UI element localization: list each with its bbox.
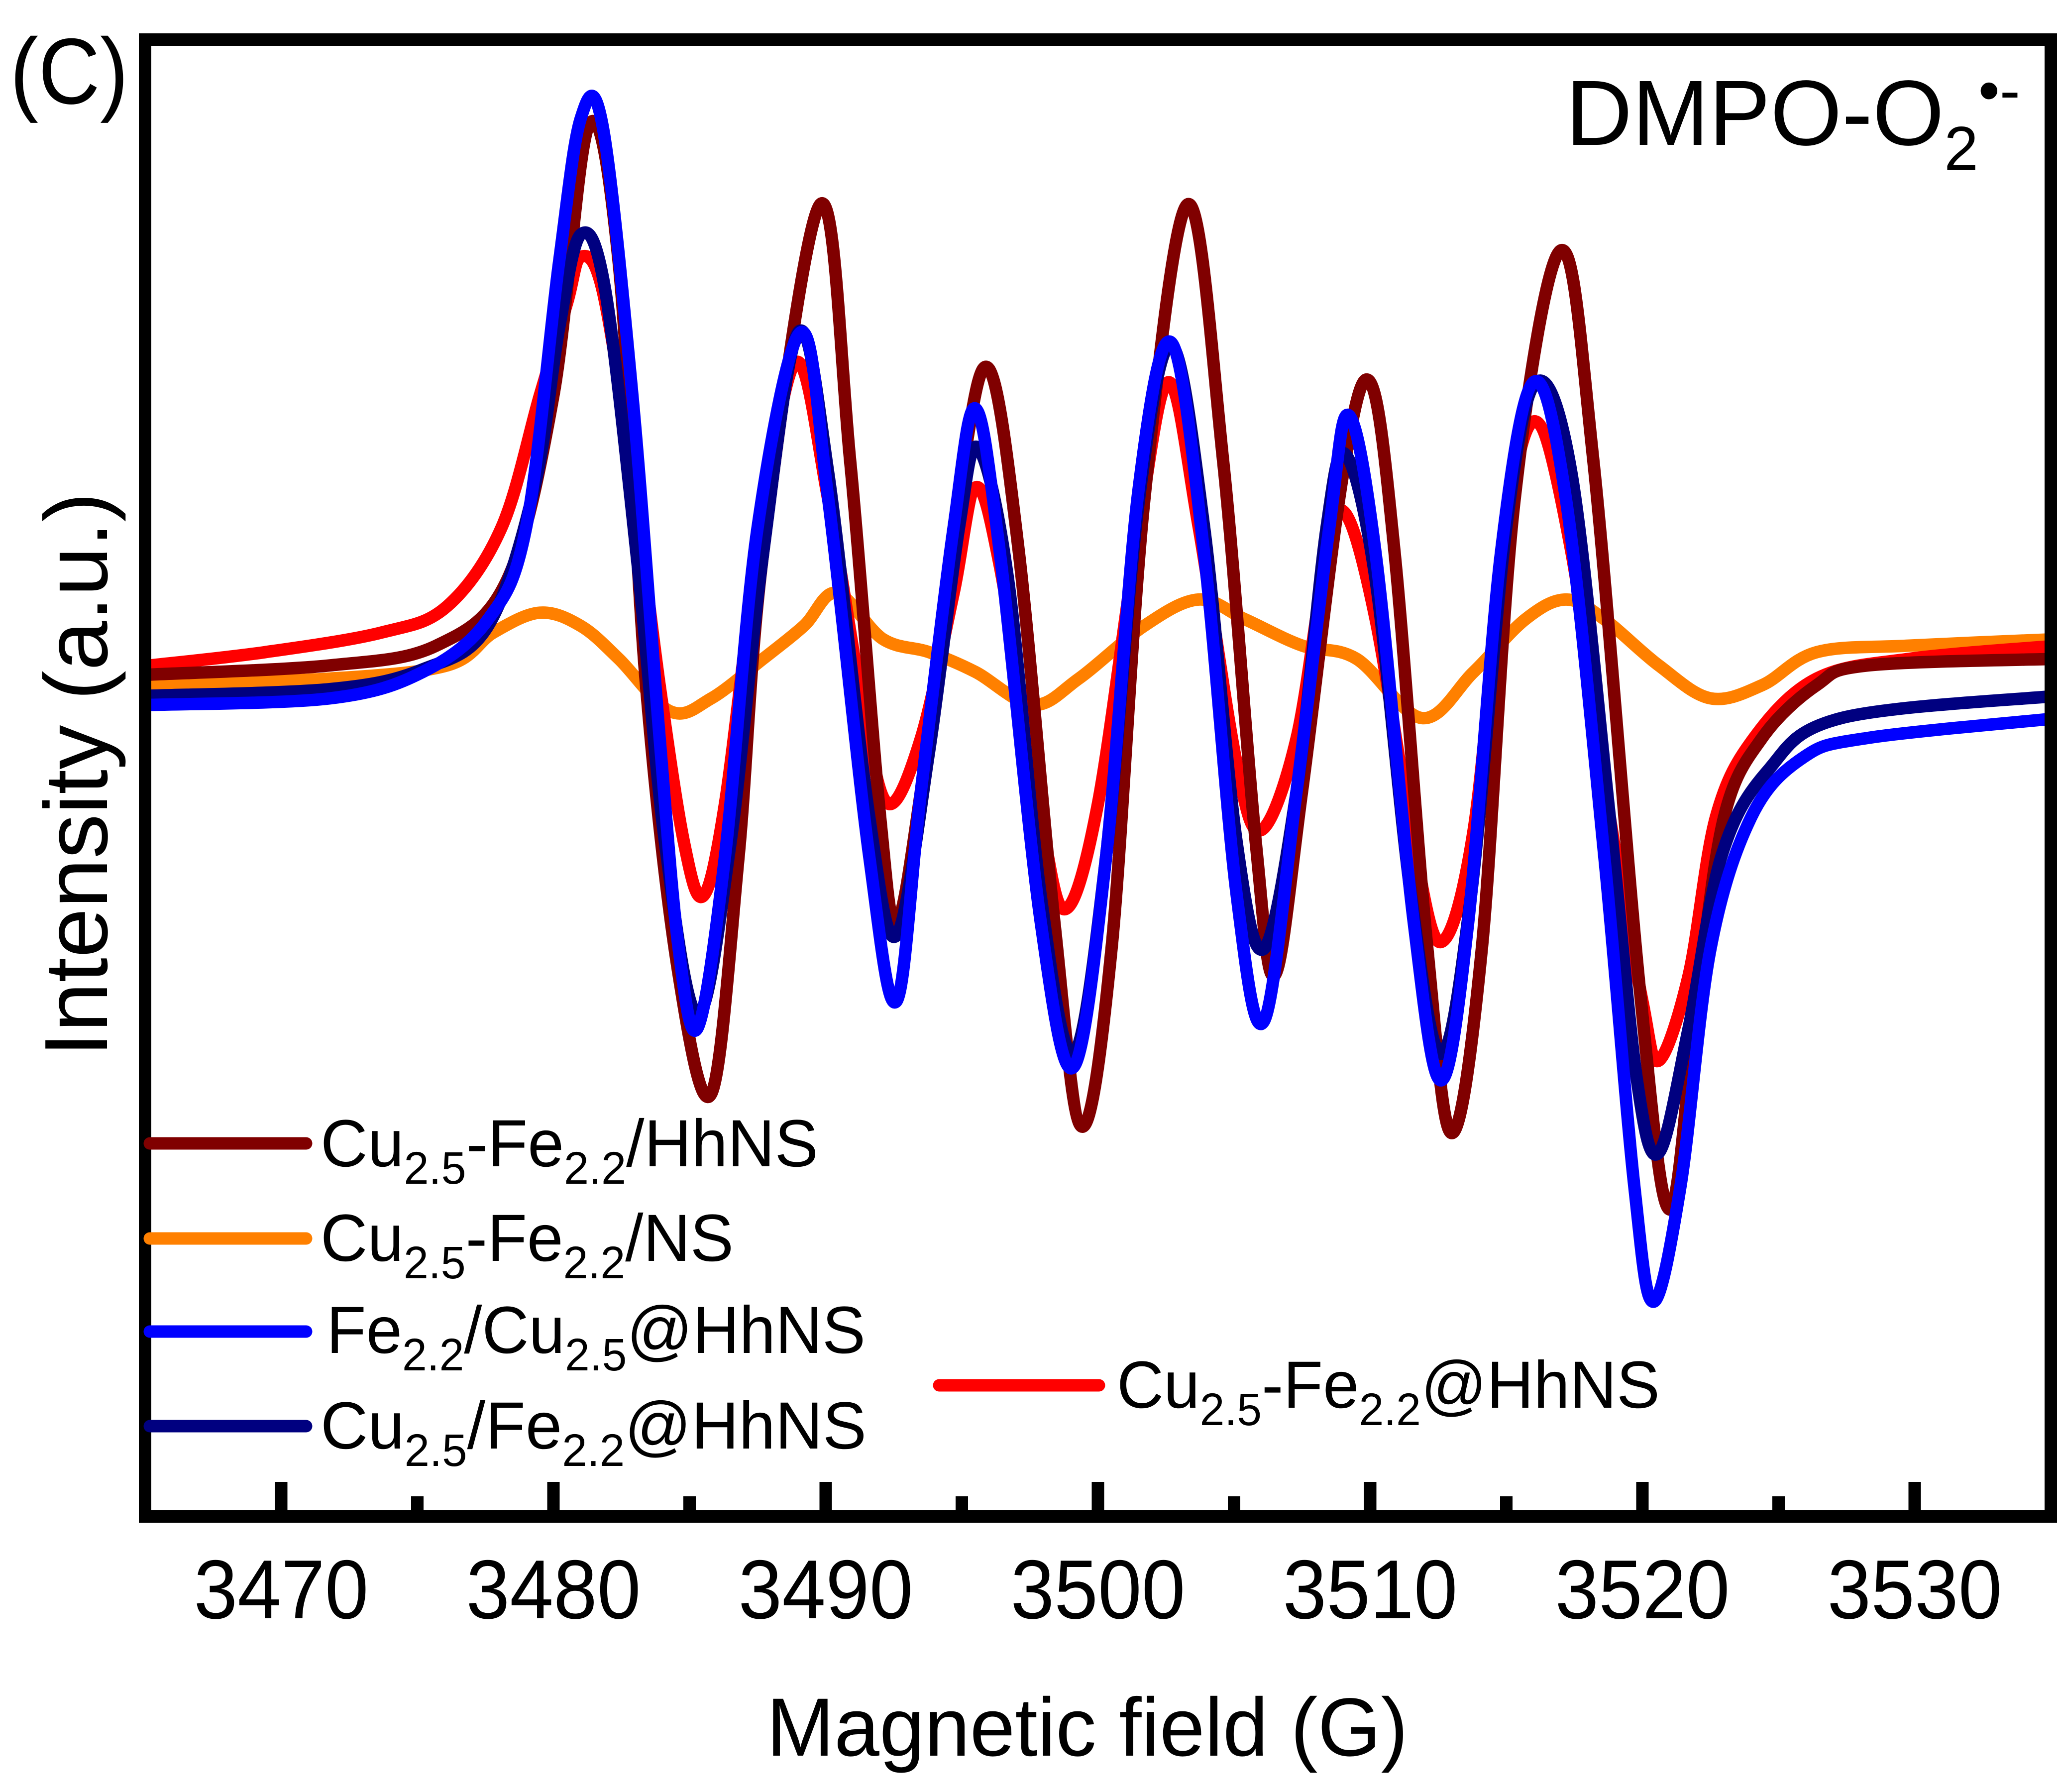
y-axis-label: Intensity (a.u.) — [26, 492, 126, 1057]
x-axis-ticks — [275, 1482, 1921, 1510]
x-tick-label: 3470 — [194, 1543, 369, 1636]
legend: Cu2.5-Fe2.2/HhNSCu2.5-Fe2.2/NSFe2.2/Cu2.… — [143, 1107, 1660, 1476]
legend-entry-cu2-5-fe2-2-hhns: Cu2.5-Fe2.2/HhNS — [143, 1107, 818, 1194]
subscript-segment: 2.2 — [563, 1237, 626, 1288]
legend-entry-cu2-5-fe2-2-hhns: Cu2.5/Fe2.2@HhNS — [143, 1389, 867, 1476]
plot-curves — [151, 90, 2045, 1308]
legend-entry-cu2-5-fe2-2-ns: Cu2.5-Fe2.2/NS — [143, 1201, 734, 1288]
legend-label: Cu2.5-Fe2.2@HhNS — [1117, 1348, 1660, 1435]
x-tick-label: 3530 — [1828, 1543, 2002, 1636]
x-axis-label: Magnetic field (G) — [766, 1681, 1408, 1774]
x-tick-label: 3500 — [1011, 1543, 1186, 1636]
legend-entry-cu2-5-fe2-2-hhns: Cu2.5-Fe2.2@HhNS — [933, 1348, 1660, 1435]
series-line-cu2-5-fe2-2-ns — [151, 586, 2045, 725]
subscript-segment: 2.5 — [405, 1425, 467, 1476]
subscript-segment: 2.5 — [404, 1237, 466, 1288]
text-segment: -Fe — [466, 1201, 563, 1275]
x-tick-labels: 3470 3480 3490 3500 3510 3520 3530 — [194, 1543, 2002, 1636]
x-tick-label: 3480 — [466, 1543, 641, 1636]
subscript-segment: 2.5 — [565, 1330, 627, 1380]
subscript-segment: 2.2 — [564, 1143, 626, 1194]
subscript-segment: 2.2 — [1359, 1384, 1421, 1435]
series-line-fe2-2-cu2-5-hhns — [151, 90, 2045, 1308]
text-segment: @HhNS — [627, 1293, 866, 1367]
subscript-segment: 2.2 — [562, 1425, 625, 1476]
plot-frame — [139, 33, 2057, 1523]
subscript-segment: 2.2 — [402, 1330, 464, 1380]
supscript-segment: •- — [1978, 56, 2020, 125]
text-segment: @HhNS — [625, 1389, 867, 1463]
text-segment: -Fe — [466, 1107, 564, 1181]
legend-entry-fe2-2-cu2-5-hhns: Fe2.2/Cu2.5@HhNS — [143, 1293, 866, 1380]
text-segment: Cu — [321, 1389, 405, 1463]
text-segment: @HhNS — [1421, 1348, 1660, 1422]
legend-label: Fe2.2/Cu2.5@HhNS — [326, 1293, 866, 1380]
text-segment: Cu — [1117, 1348, 1200, 1422]
text-segment: Fe — [326, 1293, 402, 1367]
legend-label: Cu2.5-Fe2.2/NS — [321, 1201, 734, 1288]
text-segment: DMPO-O — [1566, 62, 1944, 165]
radical-annotation: DMPO-O2•- — [1566, 56, 2020, 183]
subscript-segment: 2.5 — [1200, 1384, 1262, 1435]
subscript-segment: 2.5 — [404, 1143, 466, 1194]
text-segment: Cu — [321, 1107, 404, 1181]
panel-label: (C) — [10, 19, 128, 123]
text-segment: -Fe — [1262, 1348, 1359, 1422]
text-segment: /NS — [625, 1201, 734, 1275]
subscript-segment: 2 — [1944, 114, 1978, 183]
x-tick-label: 3490 — [739, 1543, 913, 1636]
text-segment: /Cu — [464, 1293, 565, 1367]
legend-label: Cu2.5/Fe2.2@HhNS — [321, 1389, 867, 1476]
text-segment: Cu — [321, 1201, 404, 1275]
legend-label: Cu2.5-Fe2.2/HhNS — [321, 1107, 818, 1194]
x-tick-label: 3520 — [1555, 1543, 1730, 1636]
text-segment: /HhNS — [626, 1107, 818, 1181]
x-tick-label: 3510 — [1283, 1543, 1458, 1636]
text-segment: /Fe — [467, 1389, 562, 1463]
